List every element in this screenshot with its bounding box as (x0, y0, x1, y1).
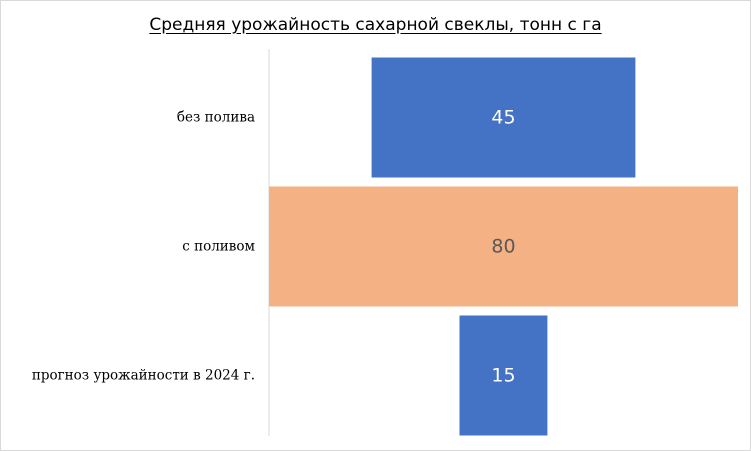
category-label-1: без полива (177, 110, 255, 126)
category-label-2: с поливом (182, 239, 255, 255)
data-label-2: 80 (491, 236, 515, 258)
data-label-1: 45 (491, 107, 515, 129)
bar-1 (371, 57, 636, 178)
bar-3 (459, 315, 548, 436)
bars-layer: 45 без полива 80 с поливом 15 прогноз урожайн… (32, 57, 738, 436)
data-label-3: 15 (491, 365, 515, 387)
chart-title: Средняя урожайность сахарной свеклы, тон… (149, 15, 602, 35)
category-label-3: прогноз урожайности в 2024 г. (32, 368, 255, 384)
bar-2 (269, 186, 738, 307)
